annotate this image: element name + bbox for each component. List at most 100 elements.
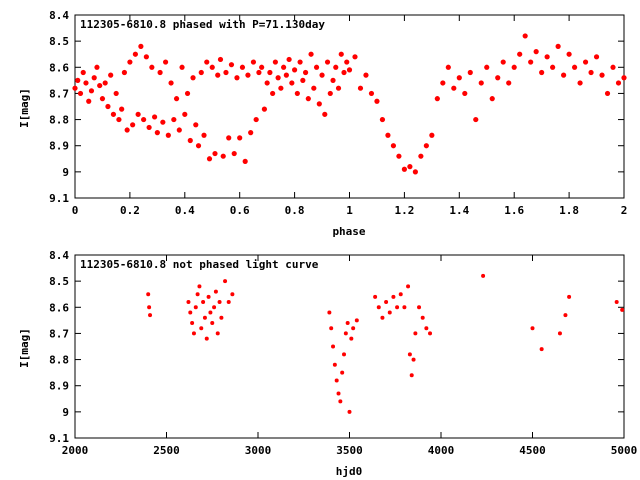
data-point: [278, 85, 284, 91]
data-point: [176, 127, 182, 133]
data-point: [363, 72, 369, 78]
data-point: [242, 158, 248, 164]
data-point: [193, 305, 198, 310]
data-point: [130, 122, 136, 128]
data-point: [143, 54, 149, 60]
data-point: [75, 77, 81, 83]
data-point: [407, 352, 412, 357]
data-point: [402, 305, 407, 310]
data-point: [234, 75, 240, 81]
y-tick-label: 9.1: [49, 192, 69, 205]
data-point: [239, 64, 246, 70]
data-point: [209, 64, 215, 70]
data-point: [219, 315, 224, 320]
data-point: [577, 80, 583, 86]
data-point: [593, 54, 600, 60]
data-point: [162, 59, 169, 65]
data-point: [544, 54, 550, 60]
y-tick-label: 8.5: [49, 35, 69, 48]
data-point: [500, 59, 506, 65]
data-point: [108, 72, 114, 78]
data-point: [434, 96, 440, 102]
data-point: [199, 326, 204, 331]
data-point: [99, 96, 106, 102]
data-point: [215, 72, 221, 78]
data-point: [462, 90, 468, 97]
data-point: [621, 75, 627, 81]
data-point: [124, 127, 130, 133]
data-point: [259, 64, 265, 70]
data-point: [566, 51, 572, 57]
data-point: [384, 300, 389, 305]
data-point: [555, 43, 561, 49]
data-point: [294, 90, 300, 97]
data-point: [149, 64, 155, 70]
chart-title: 112305-6810.8 phased with P=71.130day: [80, 18, 325, 31]
data-point: [127, 59, 133, 65]
data-point: [376, 305, 381, 310]
y-tick-label: 9: [62, 406, 69, 419]
data-point: [267, 69, 273, 76]
data-point: [484, 64, 490, 70]
data-point: [152, 114, 158, 120]
data-point: [385, 132, 391, 138]
data-point: [212, 150, 218, 157]
data-point: [407, 164, 413, 170]
data-point: [272, 59, 278, 65]
data-point: [201, 132, 207, 138]
data-point: [379, 116, 386, 123]
data-point: [511, 64, 517, 70]
data-point: [336, 391, 341, 396]
data-point: [210, 320, 215, 325]
y-tick-label: 8.8: [49, 114, 69, 127]
data-point: [168, 80, 174, 86]
data-point: [190, 320, 195, 325]
data-point: [557, 331, 562, 336]
data-point: [250, 59, 257, 65]
data-point: [94, 64, 100, 70]
x-tick-label: 4000: [428, 444, 455, 457]
data-point: [319, 72, 325, 78]
data-point: [522, 33, 528, 39]
data-point: [281, 64, 287, 70]
x-tick-label: 0.8: [285, 204, 305, 217]
data-point: [248, 130, 254, 136]
data-point: [187, 137, 193, 144]
data-point: [110, 111, 117, 117]
data-point: [341, 69, 347, 76]
data-point: [160, 119, 166, 125]
data-point: [208, 310, 213, 315]
data-point: [270, 90, 276, 97]
data-point: [220, 153, 226, 159]
y-tick-label: 8.8: [49, 354, 69, 367]
chart-title: 112305-6810.8 not phased light curve: [80, 258, 319, 271]
data-point: [334, 378, 339, 383]
data-point: [195, 292, 200, 297]
data-point: [217, 300, 222, 305]
data-point: [588, 69, 594, 76]
data-point: [411, 357, 416, 362]
x-tick-label: 2: [621, 204, 628, 217]
data-point: [373, 294, 378, 299]
data-point: [374, 98, 380, 104]
data-point: [401, 166, 407, 172]
data-point: [213, 289, 218, 294]
data-point: [571, 64, 578, 70]
data-point: [344, 59, 350, 65]
data-point: [204, 336, 209, 341]
data-point: [146, 292, 151, 297]
data-point: [113, 90, 119, 97]
data-point: [264, 80, 270, 86]
data-point: [354, 318, 359, 323]
data-point: [517, 51, 523, 57]
data-point: [297, 59, 303, 65]
data-point: [324, 59, 331, 65]
data-point: [91, 75, 97, 81]
data-point: [338, 399, 343, 404]
data-point: [533, 49, 539, 55]
data-point: [228, 62, 235, 68]
data-point: [396, 153, 402, 159]
x-tick-label: 3500: [336, 444, 363, 457]
y-tick-label: 8.6: [49, 301, 69, 314]
